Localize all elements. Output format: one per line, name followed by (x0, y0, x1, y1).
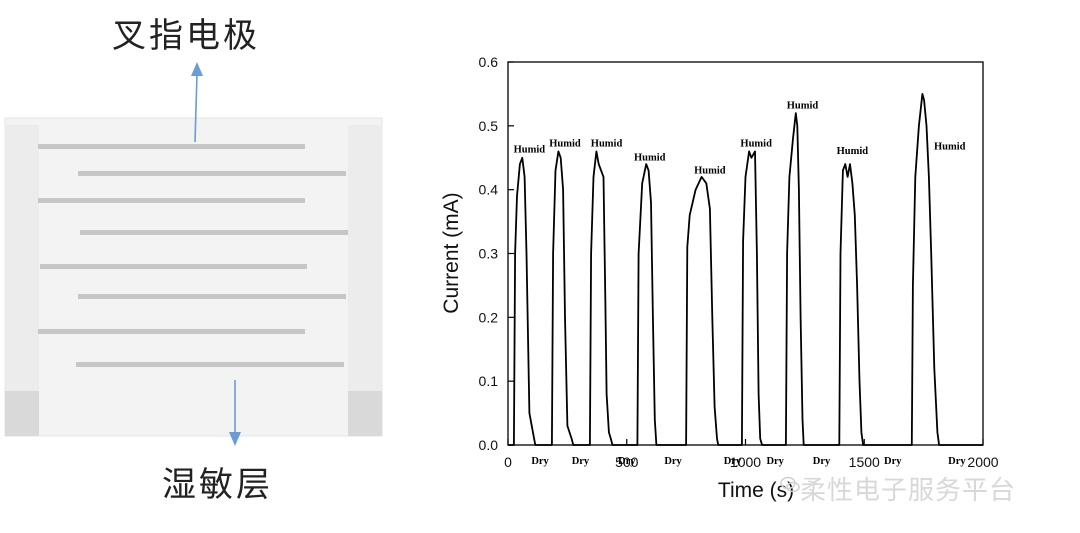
finger-left-2 (38, 198, 305, 203)
dry-annotation: Dry (948, 456, 966, 467)
y-tick-label: 0.3 (479, 246, 499, 262)
humid-annotation: Humid (740, 138, 772, 149)
humid-annotation: Humid (514, 145, 546, 156)
y-tick-label: 0.5 (479, 118, 499, 134)
y-tick-label: 0.1 (479, 373, 499, 389)
dry-annotation: Dry (531, 456, 549, 467)
series-line (508, 93, 983, 446)
left-pad (5, 125, 39, 391)
humid-annotation: Humid (549, 138, 581, 149)
y-tick-label: 0.4 (479, 182, 499, 198)
left-pad-base (5, 391, 39, 436)
up-arrow-icon (191, 62, 203, 143)
electrode-label: 叉指电极 (112, 16, 260, 56)
humid-annotation: Humid (694, 166, 726, 177)
right-pad (348, 125, 382, 391)
dry-annotation: Dry (766, 456, 784, 467)
humid-annotation: Humid (591, 138, 623, 149)
finger-left-1 (38, 144, 305, 149)
finger-left-3 (40, 264, 307, 269)
dry-annotation: Dry (813, 456, 831, 467)
x-tick-label: 1000 (730, 454, 761, 470)
x-tick-label: 500 (615, 454, 639, 470)
y-tick-label: 0.2 (479, 309, 499, 325)
x-tick-label: 2000 (967, 454, 998, 470)
sensing-layer-label: 湿敏层 (162, 465, 273, 505)
wechat-logo-icon (780, 476, 800, 493)
x-tick-label: 1500 (849, 454, 880, 470)
finger-right-1 (78, 171, 346, 176)
dry-annotation: Dry (884, 456, 902, 467)
finger-right-3 (78, 294, 346, 299)
humid-annotation: Humid (934, 141, 966, 152)
x-tick-label: 0 (504, 454, 512, 470)
y-axis-label: Current (mA) (440, 192, 463, 313)
dry-annotation: Dry (724, 456, 742, 467)
right-pad-base (348, 391, 382, 436)
watermark-text: 柔性电子服务平台 (800, 476, 1017, 506)
dry-annotation: Dry (572, 456, 590, 467)
electrode-fingers (38, 144, 348, 367)
finger-left-4 (38, 329, 305, 334)
finger-right-4 (76, 362, 344, 367)
interdigitated-electrode-diagram (4, 62, 383, 446)
finger-right-2 (80, 230, 348, 235)
humid-annotation: Humid (634, 152, 666, 163)
x-axis-label: Time (s) (718, 479, 794, 502)
y-tick-label: 0.0 (479, 437, 499, 453)
humid-annotation: Humid (837, 146, 869, 157)
dry-annotation: Dry (664, 456, 682, 467)
down-arrow-icon (229, 380, 241, 446)
humid-annotation: Humid (787, 101, 819, 112)
dry-annotation: Dry (618, 456, 636, 467)
y-tick-label: 0.6 (479, 54, 499, 70)
